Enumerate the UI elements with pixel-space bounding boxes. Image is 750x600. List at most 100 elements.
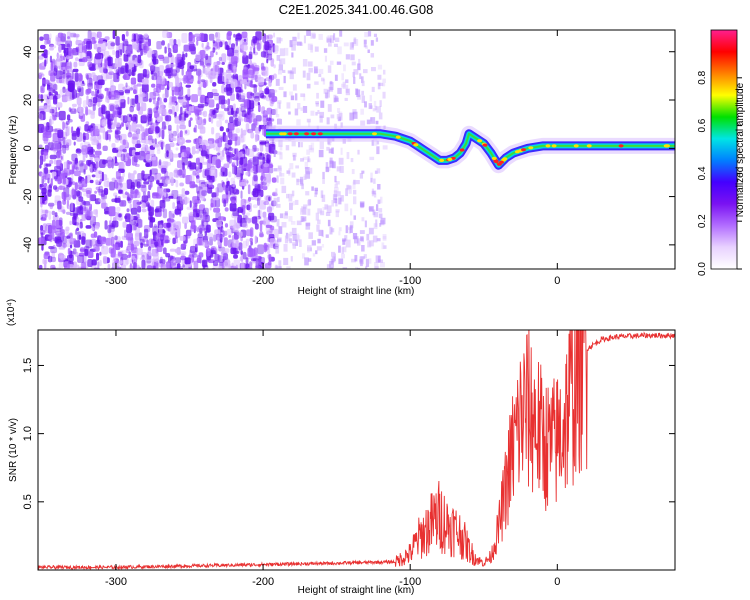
- noise-speck: [264, 88, 270, 95]
- noise-speck: [344, 235, 348, 241]
- noise-speck: [90, 194, 97, 202]
- noise-speck: [273, 197, 278, 206]
- noise-speck: [279, 171, 282, 177]
- noise-speck: [286, 102, 291, 109]
- noise-speck: [127, 132, 133, 138]
- noise-speck: [234, 174, 237, 179]
- noise-speck: [226, 73, 232, 81]
- noise-speck: [168, 195, 174, 199]
- noise-speck: [267, 206, 272, 213]
- noise-speck: [185, 139, 192, 143]
- noise-speck: [136, 213, 140, 219]
- noise-speck: [260, 51, 267, 58]
- noise-speck: [156, 83, 162, 89]
- noise-speck: [201, 259, 208, 268]
- noise-speck: [225, 148, 230, 155]
- x-tick-label: -300: [105, 275, 127, 287]
- noise-speck: [202, 169, 209, 178]
- noise-speck: [217, 73, 223, 81]
- noise-speck: [377, 184, 381, 190]
- noise-speck: [100, 193, 105, 198]
- noise-speck: [114, 244, 119, 250]
- noise-speck: [361, 90, 365, 96]
- noise-speck: [320, 100, 325, 108]
- noise-speck: [246, 212, 251, 216]
- noise-speck: [131, 98, 135, 106]
- noise-speck: [277, 151, 282, 155]
- noise-speck: [91, 72, 96, 78]
- noise-speck: [214, 229, 221, 235]
- noise-speck: [131, 188, 134, 192]
- noise-speck: [329, 82, 334, 91]
- noise-speck: [276, 203, 281, 208]
- noise-speck: [122, 221, 127, 228]
- noise-speck: [210, 163, 215, 168]
- noise-speck: [373, 178, 376, 184]
- noise-speck: [86, 40, 93, 50]
- noise-speck: [67, 254, 74, 262]
- noise-speck: [298, 142, 301, 148]
- noise-speck: [268, 78, 272, 87]
- noise-speck: [50, 247, 58, 254]
- noise-speck: [82, 188, 87, 193]
- noise-speck: [318, 74, 322, 78]
- noise-speck: [183, 197, 190, 204]
- noise-speck: [270, 58, 274, 67]
- noise-speck: [180, 60, 186, 66]
- noise-speck: [86, 159, 92, 166]
- noise-speck: [76, 97, 82, 105]
- noise-speck: [202, 209, 207, 215]
- noise-speck: [175, 66, 180, 73]
- noise-speck: [44, 131, 51, 136]
- noise-speck: [136, 222, 139, 227]
- noise-speck: [137, 173, 145, 181]
- noise-speck: [353, 179, 356, 185]
- noise-speck: [113, 72, 120, 83]
- noise-speck: [64, 172, 71, 176]
- noise-speck: [277, 102, 281, 109]
- noise-speck: [226, 154, 230, 162]
- noise-speck: [38, 237, 44, 245]
- noise-speck: [300, 216, 304, 222]
- noise-speck: [369, 206, 374, 212]
- noise-speck: [302, 106, 308, 113]
- noise-speck: [217, 183, 223, 193]
- noise-speck: [161, 40, 165, 46]
- noise-speck: [242, 222, 248, 229]
- noise-speck: [96, 142, 102, 150]
- noise-speck: [351, 42, 354, 48]
- noise-speck: [48, 202, 55, 207]
- noise-speck: [296, 178, 299, 186]
- snr-series-line: [38, 330, 675, 570]
- noise-speck: [58, 217, 63, 226]
- noise-speck: [175, 147, 179, 151]
- noise-speck: [382, 91, 386, 99]
- noise-speck: [317, 219, 321, 225]
- noise-speck: [360, 236, 364, 241]
- x-tick-label: -200: [252, 576, 274, 588]
- noise-speck: [69, 220, 72, 226]
- noise-speck: [340, 122, 343, 128]
- noise-speck: [179, 168, 186, 178]
- colorbar-axis: 0.00.20.40.60.8: [697, 70, 742, 276]
- noise-speck: [270, 89, 278, 93]
- noise-speck: [304, 257, 309, 266]
- noise-speck: [63, 55, 66, 61]
- noise-speck: [101, 171, 104, 182]
- noise-speck: [141, 102, 147, 112]
- noise-speck: [303, 94, 306, 101]
- noise-speck: [95, 63, 101, 70]
- noise-speck: [56, 57, 62, 67]
- noise-speck: [378, 208, 383, 213]
- noise-speck: [226, 32, 232, 41]
- noise-speck: [156, 41, 162, 50]
- noise-speck: [339, 30, 343, 37]
- noise-speck: [126, 153, 130, 159]
- noise-speck: [180, 112, 186, 122]
- noise-speck: [184, 222, 187, 230]
- noise-speck: [271, 96, 278, 102]
- noise-speck: [148, 125, 155, 134]
- noise-speck: [153, 87, 159, 92]
- noise-speck: [164, 87, 169, 98]
- noise-speck: [345, 225, 348, 234]
